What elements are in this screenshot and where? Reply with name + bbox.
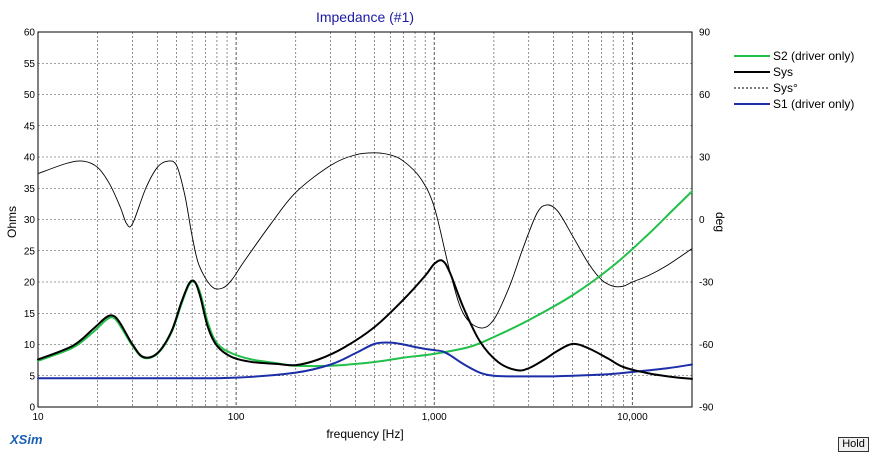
y-tick-label: 55 bbox=[24, 59, 36, 70]
series-line-sys bbox=[37, 259, 693, 380]
y-tick-label: 60 bbox=[24, 28, 36, 39]
y-tick-label: 30 bbox=[24, 215, 36, 226]
hold-button[interactable]: Hold bbox=[838, 437, 869, 452]
y2-tick-label: -30 bbox=[699, 278, 714, 289]
y2-tick-label: -60 bbox=[699, 340, 714, 351]
legend-label: Sys bbox=[773, 65, 793, 79]
y-tick-label: 20 bbox=[24, 278, 36, 289]
y-tick-label: 45 bbox=[24, 121, 36, 132]
y2-tick-label: 90 bbox=[699, 28, 711, 39]
series-line-s2-driver-only bbox=[37, 190, 693, 368]
plot-frame bbox=[37, 31, 693, 408]
y-tick-label: 25 bbox=[24, 246, 36, 257]
chart-title: Impedance (#1) bbox=[316, 9, 414, 25]
y-tick-label: 50 bbox=[24, 90, 36, 101]
series-line-s1-driver-only bbox=[37, 341, 693, 380]
y2-tick-label: 0 bbox=[699, 215, 705, 226]
x-tick-label: 10 bbox=[32, 412, 44, 423]
series-line-sys bbox=[37, 152, 693, 329]
y2-tick-label: -90 bbox=[699, 403, 714, 414]
y-tick-label: 15 bbox=[24, 309, 36, 320]
y-tick-label: 0 bbox=[29, 403, 35, 414]
legend-label: Sys° bbox=[773, 81, 798, 95]
y-tick-label: 10 bbox=[24, 340, 36, 351]
xsim-logo: XSim bbox=[9, 432, 43, 447]
x-tick-label: 100 bbox=[228, 412, 245, 423]
legend: S2 (driver only) Sys Sys° S1 (driver only) bbox=[734, 49, 854, 111]
x-tick-label: 10,000 bbox=[617, 412, 648, 423]
y-axis-label: Ohms bbox=[5, 206, 19, 238]
legend-label: S1 (driver only) bbox=[773, 97, 854, 111]
y-tick-labels: 0 5 10 15 20 25 30 35 40 45 50 55 60 bbox=[24, 28, 36, 414]
y-tick-label: 35 bbox=[24, 184, 36, 195]
y2-tick-label: 60 bbox=[699, 90, 711, 101]
y-tick-label: 40 bbox=[24, 153, 36, 164]
legend-label: S2 (driver only) bbox=[773, 49, 854, 63]
x-axis-label: frequency [Hz] bbox=[326, 427, 403, 441]
y2-tick-labels: -90 -60 -30 0 30 60 90 bbox=[699, 28, 714, 414]
series-lines bbox=[37, 152, 693, 380]
y2-axis-label: deg bbox=[713, 212, 727, 232]
x-tick-labels: 10 100 1,000 10,000 bbox=[32, 412, 648, 423]
y-tick-label: 5 bbox=[29, 371, 35, 382]
x-tick-label: 1,000 bbox=[422, 412, 447, 423]
y2-tick-label: 30 bbox=[699, 153, 711, 164]
